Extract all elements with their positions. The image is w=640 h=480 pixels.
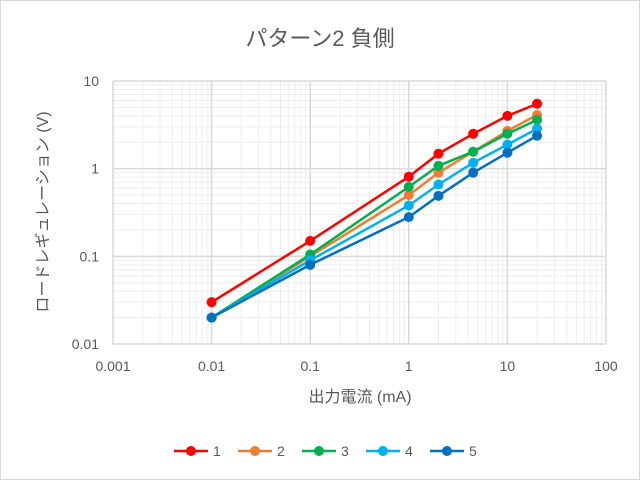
y-tick-label: 1 bbox=[91, 161, 99, 177]
series-1 bbox=[206, 98, 543, 308]
data-point bbox=[468, 128, 479, 139]
x-axis-label: 出力電流 (mA) bbox=[308, 388, 411, 406]
legend-label: 4 bbox=[405, 443, 413, 459]
data-point bbox=[502, 139, 513, 150]
legend-label: 3 bbox=[341, 443, 349, 459]
data-point bbox=[206, 297, 217, 308]
legend-marker bbox=[186, 446, 196, 456]
chart-title: パターン2 負側 bbox=[245, 26, 394, 51]
data-point bbox=[433, 167, 444, 178]
legend-label: 2 bbox=[277, 443, 285, 459]
legend-marker bbox=[378, 446, 388, 456]
legend-marker bbox=[314, 446, 324, 456]
legend-item-5: 5 bbox=[430, 443, 477, 459]
data-point bbox=[206, 312, 217, 323]
data-point bbox=[532, 98, 543, 109]
data-point bbox=[433, 148, 444, 159]
legend-marker bbox=[250, 446, 260, 456]
data-point bbox=[502, 110, 513, 121]
data-point bbox=[532, 114, 543, 125]
legend-marker bbox=[442, 446, 452, 456]
data-point bbox=[403, 181, 414, 192]
data-point bbox=[468, 146, 479, 157]
x-tick-label: 0.001 bbox=[95, 358, 130, 374]
data-point bbox=[532, 123, 543, 134]
legend: 1 2 3 4 5 bbox=[174, 443, 477, 459]
data-point bbox=[433, 179, 444, 190]
data-point bbox=[433, 160, 444, 171]
data-point bbox=[403, 200, 414, 211]
data-point bbox=[305, 259, 316, 270]
data-point bbox=[502, 147, 513, 158]
data-point bbox=[468, 167, 479, 178]
y-axis-ticks: 0.01 0.1 1 10 bbox=[72, 73, 99, 352]
x-axis-ticks: 0.001 0.01 0.1 1 10 100 bbox=[95, 358, 617, 374]
x-tick-label: 1 bbox=[405, 358, 413, 374]
x-tick-label: 0.01 bbox=[198, 358, 225, 374]
data-point bbox=[403, 171, 414, 182]
data-point bbox=[468, 157, 479, 168]
data-point bbox=[532, 130, 543, 141]
x-tick-label: 0.1 bbox=[300, 358, 320, 374]
data-point bbox=[502, 128, 513, 139]
series-group bbox=[206, 98, 543, 323]
data-point bbox=[403, 190, 414, 201]
legend-item-4: 4 bbox=[366, 443, 413, 459]
legend-item-2: 2 bbox=[238, 443, 285, 459]
legend-item-3: 3 bbox=[302, 443, 349, 459]
data-point bbox=[433, 190, 444, 201]
x-tick-label: 100 bbox=[594, 358, 618, 374]
legend-label: 5 bbox=[469, 443, 477, 459]
y-tick-label: 0.1 bbox=[80, 248, 100, 264]
y-tick-label: 0.01 bbox=[72, 336, 99, 352]
legend-label: 1 bbox=[213, 443, 221, 459]
x-tick-label: 10 bbox=[500, 358, 516, 374]
data-point bbox=[305, 235, 316, 246]
y-tick-label: 10 bbox=[83, 73, 99, 89]
y-axis-label: ロードレギュレーション (V) bbox=[34, 111, 52, 312]
series-5 bbox=[206, 130, 543, 323]
legend-item-1: 1 bbox=[174, 443, 221, 459]
data-point bbox=[403, 212, 414, 223]
